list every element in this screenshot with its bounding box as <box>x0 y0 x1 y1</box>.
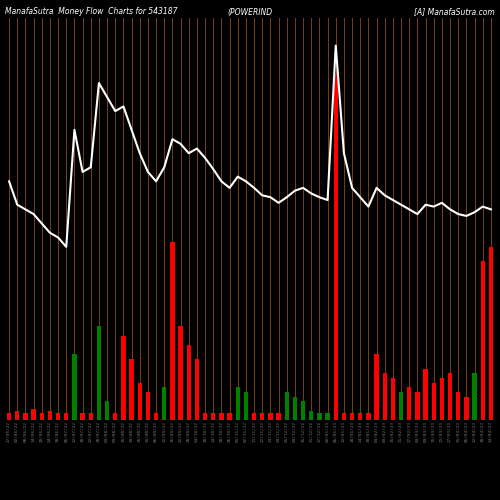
Bar <box>350 412 354 420</box>
Bar <box>170 242 174 420</box>
Bar <box>7 412 12 420</box>
Bar <box>358 412 362 420</box>
Bar <box>399 392 404 420</box>
Bar <box>268 412 272 420</box>
Bar <box>317 412 322 420</box>
Bar <box>342 412 346 420</box>
Bar <box>178 326 183 420</box>
Bar <box>146 392 150 420</box>
Bar <box>23 412 28 420</box>
Bar <box>260 412 264 420</box>
Bar <box>432 382 436 420</box>
Bar <box>15 410 20 420</box>
Bar <box>203 412 207 420</box>
Bar <box>456 392 460 420</box>
Bar <box>440 378 444 420</box>
Bar <box>480 261 485 420</box>
Bar <box>130 359 134 420</box>
Bar <box>194 359 199 420</box>
Bar <box>211 412 216 420</box>
Bar <box>228 412 232 420</box>
Bar <box>382 373 387 420</box>
Bar <box>113 412 117 420</box>
Bar <box>80 412 85 420</box>
Bar <box>219 412 224 420</box>
Text: [A] ManafaSutra.com: [A] ManafaSutra.com <box>414 8 495 16</box>
Bar <box>162 387 166 420</box>
Bar <box>236 387 240 420</box>
Bar <box>334 74 338 420</box>
Bar <box>407 387 412 420</box>
Bar <box>154 412 158 420</box>
Bar <box>448 373 452 420</box>
Bar <box>88 412 93 420</box>
Bar <box>32 409 36 420</box>
Bar <box>72 354 76 420</box>
Bar <box>366 412 370 420</box>
Bar <box>488 247 493 420</box>
Bar <box>105 402 110 420</box>
Bar <box>244 392 248 420</box>
Bar <box>464 396 468 420</box>
Bar <box>301 402 306 420</box>
Bar <box>472 373 477 420</box>
Bar <box>56 412 60 420</box>
Bar <box>276 412 281 420</box>
Bar <box>309 410 314 420</box>
Bar <box>390 378 395 420</box>
Bar <box>186 345 191 420</box>
Text: (POWERIND: (POWERIND <box>228 8 272 16</box>
Bar <box>121 336 126 420</box>
Bar <box>326 412 330 420</box>
Bar <box>138 382 142 420</box>
Bar <box>96 326 101 420</box>
Bar <box>48 410 52 420</box>
Bar <box>64 412 68 420</box>
Text: ManafaSutra  Money Flow  Charts for 543187: ManafaSutra Money Flow Charts for 543187 <box>5 8 178 16</box>
Bar <box>252 412 256 420</box>
Bar <box>424 368 428 420</box>
Bar <box>284 392 289 420</box>
Bar <box>292 396 297 420</box>
Bar <box>374 354 379 420</box>
Bar <box>415 392 420 420</box>
Bar <box>40 412 44 420</box>
